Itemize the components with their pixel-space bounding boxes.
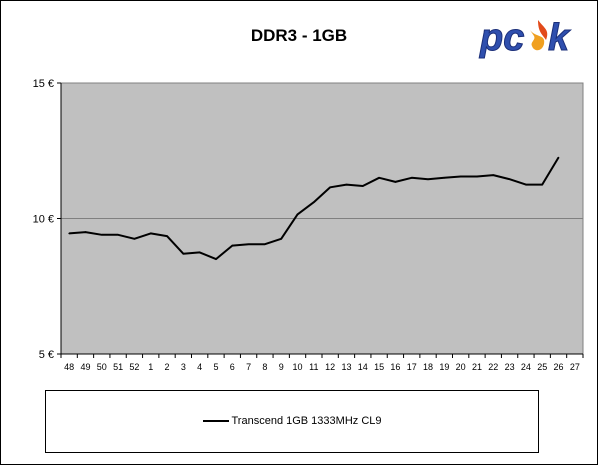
data-point — [378, 177, 380, 179]
data-point — [117, 233, 119, 236]
data-point — [427, 178, 429, 181]
legend: Transcend 1GB 1333MHz CL9 — [45, 390, 539, 453]
data-point — [198, 251, 201, 254]
y-tick-label: 10 € — [33, 214, 54, 226]
data-point — [264, 243, 266, 246]
data-point — [557, 156, 560, 159]
x-tick-label: 26 — [554, 362, 564, 372]
data-point — [182, 252, 185, 255]
x-tick-label: 48 — [64, 362, 74, 372]
x-tick-label: 2 — [165, 362, 170, 372]
data-point — [345, 183, 348, 186]
data-point — [394, 181, 397, 183]
y-tick-label: 5 € — [39, 349, 54, 361]
data-point — [459, 175, 462, 178]
chart-title: DDR3 - 1GB — [250, 26, 348, 45]
data-point — [100, 233, 103, 236]
x-tick-label: 16 — [390, 362, 400, 372]
x-tick-label: 9 — [279, 362, 284, 372]
data-point — [541, 183, 544, 186]
data-point — [296, 213, 299, 216]
x-tick-label: 50 — [97, 362, 107, 372]
x-tick-label: 17 — [407, 362, 417, 372]
x-tick-label: 23 — [505, 362, 515, 372]
data-point — [215, 258, 217, 260]
svg-text:pc: pc — [479, 17, 524, 59]
x-tick-label: 11 — [309, 362, 318, 372]
data-point — [443, 177, 446, 179]
legend-entry: Transcend 1GB 1333MHz CL9 — [46, 415, 538, 427]
x-tick-label: 10 — [293, 362, 303, 372]
x-tick-label: 8 — [262, 362, 267, 372]
data-point — [84, 231, 87, 233]
x-tick-label: 20 — [456, 362, 466, 372]
x-tick-label: 25 — [537, 362, 547, 372]
x-tick-label: 51 — [113, 362, 123, 372]
data-point — [492, 174, 495, 176]
data-point — [313, 201, 315, 204]
x-tick-label: 7 — [246, 362, 251, 372]
data-point — [231, 244, 234, 247]
x-tick-label: 24 — [521, 362, 531, 372]
data-point — [361, 185, 364, 187]
y-tick-label: 15 € — [33, 78, 54, 90]
x-tick-label: 27 — [570, 362, 580, 372]
x-tick-label: 22 — [488, 362, 498, 372]
x-tick-label: 19 — [439, 362, 449, 372]
data-point — [525, 183, 527, 186]
x-tick-label: 5 — [213, 362, 218, 372]
x-tick-label: 49 — [80, 362, 90, 372]
legend-line-swatch — [202, 420, 229, 423]
x-tick-label: 12 — [325, 362, 335, 372]
data-point — [329, 186, 331, 189]
data-point — [149, 232, 152, 235]
x-tick-label: 14 — [358, 362, 368, 372]
svg-text:k: k — [548, 17, 571, 59]
x-tick-label: 6 — [230, 362, 235, 372]
x-tick-label: 13 — [341, 362, 351, 372]
data-point — [166, 235, 168, 237]
data-point — [476, 175, 478, 178]
data-point — [68, 232, 70, 235]
data-point — [410, 177, 413, 179]
legend-label: Transcend 1GB 1333MHz CL9 — [231, 415, 382, 427]
x-tick-label: 15 — [374, 362, 384, 372]
x-tick-label: 52 — [129, 362, 139, 372]
pclosk-logo: pc k — [478, 12, 588, 60]
x-tick-label: 18 — [423, 362, 433, 372]
data-point — [280, 238, 283, 240]
x-tick-label: 3 — [181, 362, 186, 372]
x-tick-label: 1 — [148, 362, 153, 372]
data-point — [247, 243, 250, 246]
data-point — [133, 238, 136, 240]
data-point — [508, 178, 511, 181]
x-tick-label: 21 — [472, 362, 482, 372]
x-tick-label: 4 — [197, 362, 202, 372]
